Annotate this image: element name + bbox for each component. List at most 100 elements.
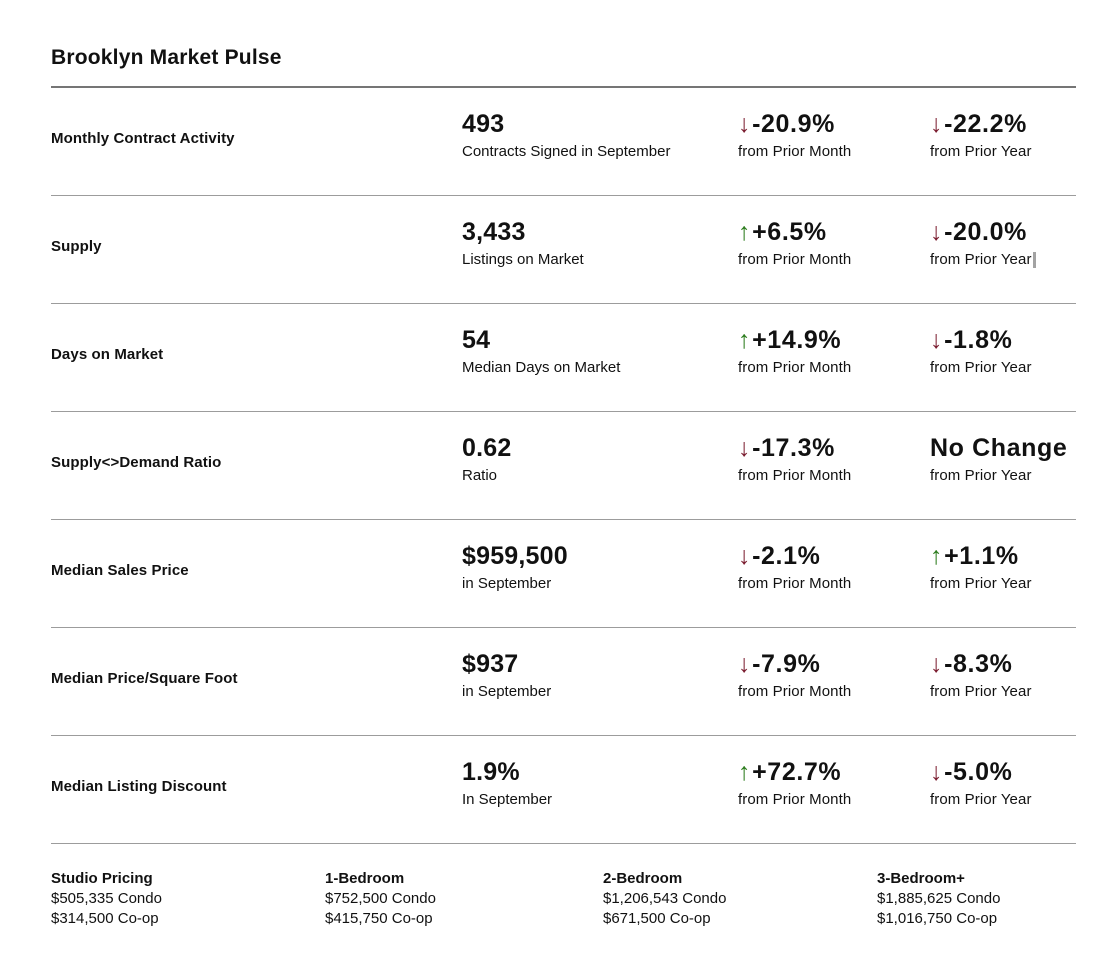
prior-year-change: ↓-22.2% from Prior Year	[930, 110, 1076, 160]
prior-year-change-line: No Change	[930, 434, 1076, 463]
prior-year-change: ↓-5.0% from Prior Year	[930, 758, 1076, 808]
prior-year-change-value: -8.3%	[944, 650, 1013, 678]
pricing-condo-value: $1,885,625 Condo	[877, 890, 1001, 907]
prior-year-change-line: ↓-1.8%	[930, 326, 1076, 355]
trend-arrow-icon: ↑	[738, 326, 752, 354]
prior-year-caption-text: from Prior Year	[930, 466, 1032, 484]
metric-label: Median Listing Discount	[51, 778, 227, 795]
metric-label: Supply	[51, 238, 102, 255]
prior-month-caption: from Prior Month	[738, 790, 852, 808]
pricing-coop-value: $314,500 Co-op	[51, 910, 159, 927]
metric-value: 0.62	[462, 434, 512, 462]
metric-value: $959,500	[462, 542, 568, 570]
metric-row: Supply<>Demand Ratio 0.62 Ratio ↓-17.3% …	[51, 412, 1076, 520]
prior-month-change-line: ↓-7.9%	[738, 650, 930, 679]
metric-value-block: 3,433 Listings on Market	[462, 218, 738, 268]
market-pulse-page: Brooklyn Market Pulse Monthly Contract A…	[51, 46, 1076, 929]
metric-row: Supply 3,433 Listings on Market ↑+6.5% f…	[51, 196, 1076, 304]
metric-value-caption: Contracts Signed in September	[462, 142, 671, 160]
prior-year-change: ↓-20.0% from Prior Year	[930, 218, 1076, 268]
prior-month-change-line: ↓-2.1%	[738, 542, 930, 571]
metric-value: 1.9%	[462, 758, 520, 786]
metric-value-caption: in September	[462, 682, 552, 700]
prior-month-change: ↑+14.9% from Prior Month	[738, 326, 930, 376]
pricing-category-label: 1-Bedroom	[325, 870, 405, 887]
metrics-list: Monthly Contract Activity 493 Contracts …	[51, 88, 1076, 844]
pricing-condo-value: $1,206,543 Condo	[603, 890, 727, 907]
prior-year-caption-text: from Prior Year	[930, 142, 1032, 160]
metric-value-caption: in September	[462, 574, 552, 592]
prior-year-change: ↑+1.1% from Prior Year	[930, 542, 1076, 592]
pricing-column: 1-Bedroom $752,500 Condo $415,750 Co-op	[325, 869, 603, 929]
metric-label: Monthly Contract Activity	[51, 130, 235, 147]
prior-month-change-value: +14.9%	[752, 326, 842, 354]
prior-year-change: ↓-1.8% from Prior Year	[930, 326, 1076, 376]
metric-value-caption: Median Days on Market	[462, 358, 621, 376]
prior-month-change: ↑+72.7% from Prior Month	[738, 758, 930, 808]
prior-month-change-value: -17.3%	[752, 434, 835, 462]
metric-value-block: 0.62 Ratio	[462, 434, 738, 484]
prior-year-caption: from Prior Year	[930, 791, 1076, 808]
prior-month-caption: from Prior Month	[738, 358, 852, 376]
metric-value-block: 493 Contracts Signed in September	[462, 110, 738, 160]
prior-year-change-value: No Change	[930, 434, 1068, 462]
prior-year-caption-text: from Prior Year	[930, 682, 1032, 700]
pricing-coop-value: $671,500 Co-op	[603, 910, 711, 927]
metric-value-caption: In September	[462, 790, 553, 808]
prior-year-caption: from Prior Year	[930, 359, 1076, 376]
prior-year-change-value: -22.2%	[944, 110, 1027, 138]
metric-row: Monthly Contract Activity 493 Contracts …	[51, 88, 1076, 196]
metric-value: 3,433	[462, 218, 526, 246]
prior-month-caption: from Prior Month	[738, 250, 852, 268]
prior-month-change-value: +6.5%	[752, 218, 827, 246]
prior-year-change-line: ↓-22.2%	[930, 110, 1076, 139]
prior-year-caption-text: from Prior Year	[930, 790, 1032, 808]
metric-label: Days on Market	[51, 346, 164, 363]
prior-month-change-value: -2.1%	[752, 542, 821, 570]
prior-year-caption-text: from Prior Year	[930, 250, 1032, 268]
prior-month-change-value: -20.9%	[752, 110, 835, 138]
prior-year-caption-text: from Prior Year	[930, 358, 1032, 376]
pricing-category-label: 3-Bedroom+	[877, 870, 965, 887]
metric-value-caption: Ratio	[462, 466, 498, 484]
metric-value-caption: Listings on Market	[462, 250, 584, 268]
metric-value-block: $959,500 in September	[462, 542, 738, 592]
prior-month-caption: from Prior Month	[738, 682, 852, 700]
prior-month-change: ↓-17.3% from Prior Month	[738, 434, 930, 483]
metric-row: Median Price/Square Foot $937 in Septemb…	[51, 628, 1076, 736]
prior-year-change: No Change from Prior Year	[930, 434, 1076, 484]
pricing-column: 2-Bedroom $1,206,543 Condo $671,500 Co-o…	[603, 869, 877, 929]
prior-month-change: ↑+6.5% from Prior Month	[738, 218, 930, 268]
metric-label: Median Sales Price	[51, 562, 189, 579]
pricing-column: 3-Bedroom+ $1,885,625 Condo $1,016,750 C…	[877, 869, 1076, 929]
pricing-category-label: Studio Pricing	[51, 870, 153, 887]
prior-year-caption-text: from Prior Year	[930, 574, 1032, 592]
metric-value-block: 1.9% In September	[462, 758, 738, 808]
prior-year-change-line: ↓-20.0%	[930, 218, 1076, 247]
prior-month-change-line: ↑+72.7%	[738, 758, 930, 787]
metric-value-block: $937 in September	[462, 650, 738, 700]
prior-month-caption: from Prior Month	[738, 142, 852, 160]
page-title: Brooklyn Market Pulse	[51, 46, 282, 69]
trend-arrow-icon: ↓	[930, 218, 944, 246]
text-cursor	[1032, 251, 1036, 268]
prior-year-change-value: +1.1%	[944, 542, 1019, 570]
prior-year-caption: from Prior Year	[930, 575, 1076, 592]
prior-year-change-value: -20.0%	[944, 218, 1027, 246]
prior-month-change-line: ↑+14.9%	[738, 326, 930, 355]
bedroom-pricing-section: Studio Pricing $505,335 Condo $314,500 C…	[51, 844, 1076, 929]
metric-row: Days on Market 54 Median Days on Market …	[51, 304, 1076, 412]
prior-month-change-line: ↑+6.5%	[738, 218, 930, 247]
prior-month-caption: from Prior Month	[738, 574, 852, 592]
trend-arrow-icon: ↑	[738, 758, 752, 786]
metric-value-block: 54 Median Days on Market	[462, 326, 738, 376]
trend-arrow-icon: ↓	[738, 110, 752, 138]
prior-year-caption: from Prior Year	[930, 143, 1076, 160]
metric-row: Median Sales Price $959,500 in September…	[51, 520, 1076, 628]
pricing-coop-value: $1,016,750 Co-op	[877, 910, 998, 927]
prior-year-caption: from Prior Year	[930, 467, 1076, 484]
prior-year-change-value: -1.8%	[944, 326, 1013, 354]
prior-month-change-value: +72.7%	[752, 758, 842, 786]
prior-month-change: ↓-2.1% from Prior Month	[738, 542, 930, 592]
trend-arrow-icon: ↑	[738, 218, 752, 246]
